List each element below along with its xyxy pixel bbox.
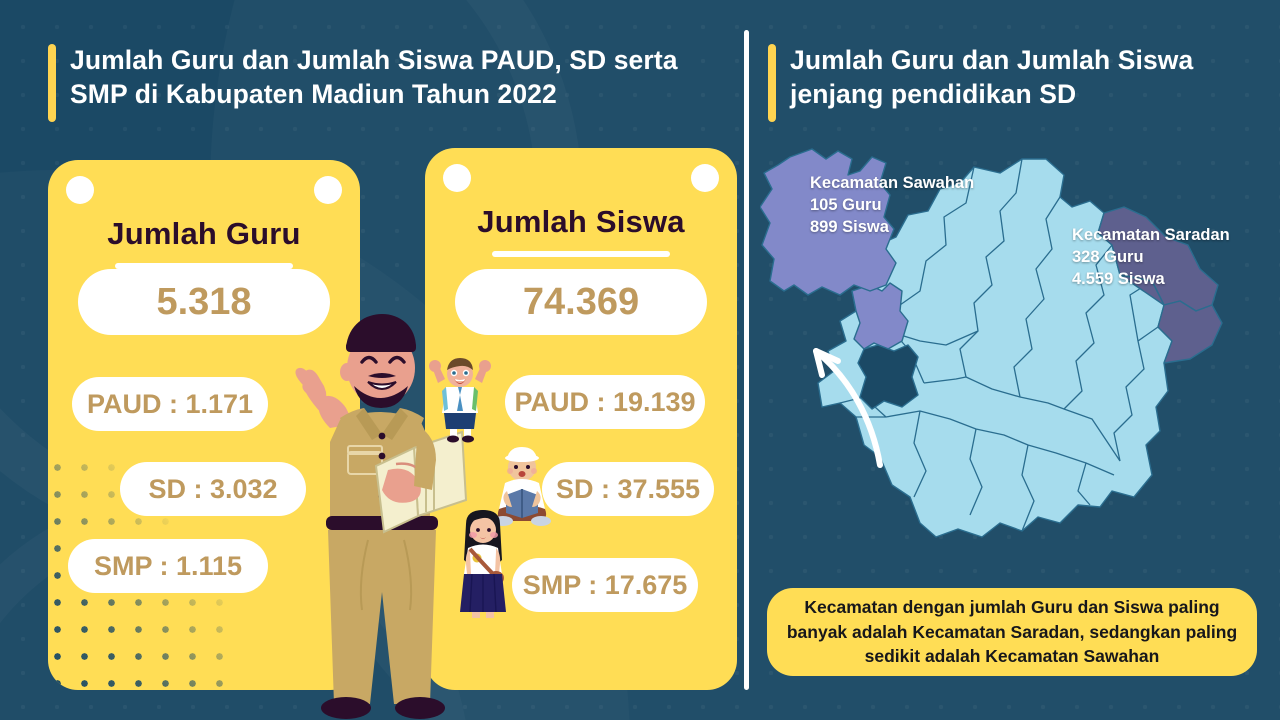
pill-guru-total: 5.318 [78, 269, 330, 335]
map-callout-saradan: Kecamatan Saradan 328 Guru 4.559 Siswa [1072, 225, 1230, 291]
pill-guru-sd: SD : 3.032 [120, 462, 306, 516]
left-panel-title: Jumlah Guru dan Jumlah Siswa PAUD, SD se… [48, 44, 708, 122]
student-paud-illustration [429, 358, 491, 443]
callout-sawahan-siswa: 899 Siswa [810, 217, 889, 236]
card-hole-left-icon [443, 164, 471, 192]
right-panel-title: Jumlah Guru dan Jumlah Siswa jenjang pen… [768, 44, 1238, 122]
pill-siswa-sd: SD : 37.555 [542, 462, 714, 516]
title-accent-bar [48, 44, 56, 122]
card-siswa-underline [492, 251, 670, 257]
card-guru-underline [115, 263, 293, 269]
map-svg [759, 148, 1223, 538]
callout-saradan-name: Kecamatan Saradan [1072, 226, 1230, 244]
map-kabupaten-madiun: Kecamatan Sawahan 105 Guru 899 Siswa Kec… [759, 145, 1280, 575]
card-guru-title: Jumlah Guru [107, 216, 301, 251]
map-caption: Kecamatan dengan jumlah Guru dan Siswa p… [767, 588, 1257, 676]
pill-siswa-total: 74.369 [455, 269, 707, 335]
card-siswa-title: Jumlah Siswa [477, 204, 685, 239]
teacher-illustration [295, 314, 468, 719]
pill-guru-paud: PAUD : 1.171 [72, 377, 268, 431]
callout-sawahan-name: Kecamatan Sawahan [810, 174, 975, 192]
callout-sawahan-guru: 105 Guru [810, 195, 882, 214]
card-hole-right-icon [691, 164, 719, 192]
card-hole-left-icon [66, 176, 94, 204]
pill-siswa-paud: PAUD : 19.139 [505, 375, 705, 429]
student-sd-illustration [493, 447, 551, 526]
student-smp-illustration [460, 510, 506, 618]
title-accent-bar [768, 44, 776, 122]
pill-guru-smp: SMP : 1.115 [68, 539, 268, 593]
pill-siswa-smp: SMP : 17.675 [512, 558, 698, 612]
panel-divider [744, 30, 749, 690]
callout-saradan-guru: 328 Guru [1072, 247, 1144, 266]
card-hole-right-icon [314, 176, 342, 204]
map-callout-sawahan: Kecamatan Sawahan 105 Guru 899 Siswa [810, 173, 974, 239]
right-title-text: Jumlah Guru dan Jumlah Siswa jenjang pen… [790, 45, 1194, 109]
left-title-text: Jumlah Guru dan Jumlah Siswa PAUD, SD se… [70, 45, 678, 109]
callout-saradan-siswa: 4.559 Siswa [1072, 269, 1165, 288]
